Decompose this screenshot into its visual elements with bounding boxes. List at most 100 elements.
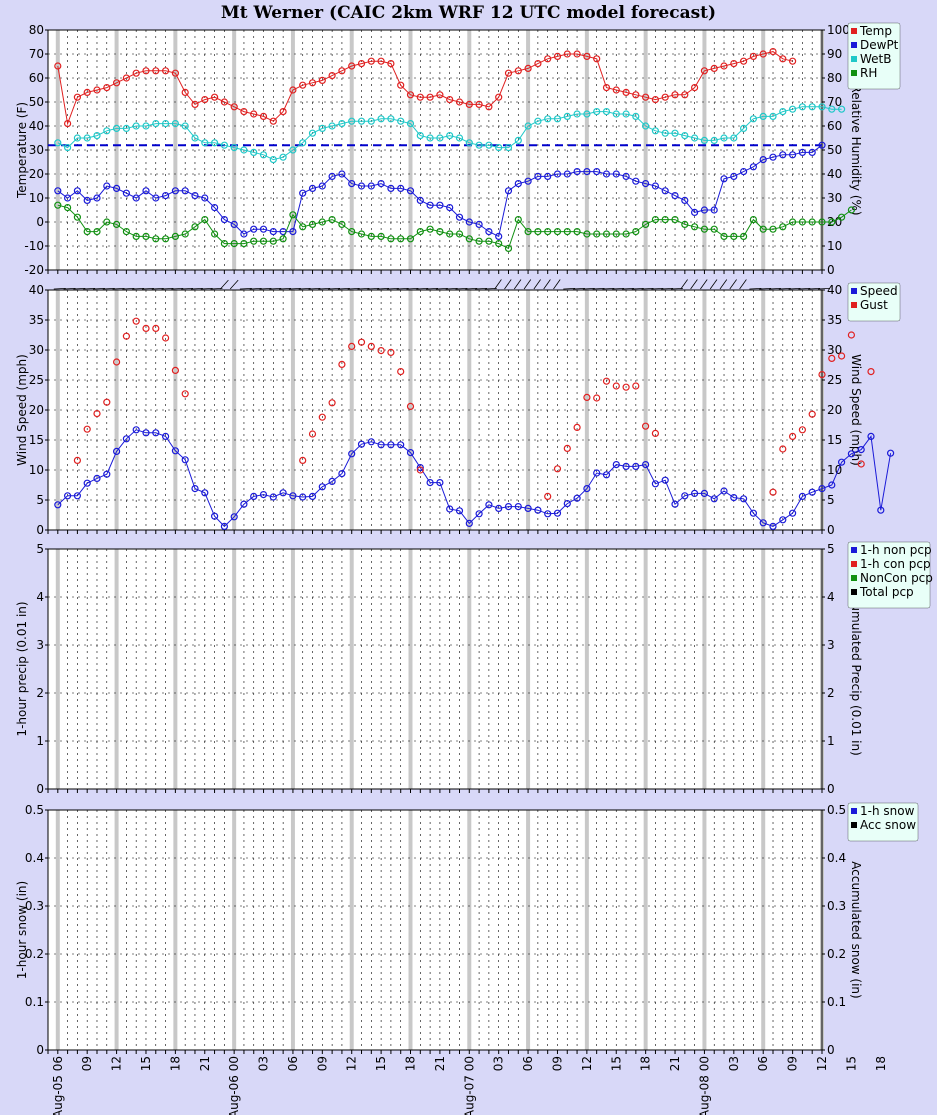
data-point <box>63 144 72 152</box>
data-point <box>847 331 856 339</box>
data-point <box>426 93 434 101</box>
data-point <box>83 425 91 433</box>
wind-arrow <box>719 279 728 290</box>
data-point <box>191 134 199 142</box>
data-point <box>397 235 405 243</box>
y2-tick-label: 80 <box>827 71 842 85</box>
data-point <box>465 235 473 243</box>
legend-swatch <box>851 302 857 308</box>
data-point <box>808 218 816 226</box>
y-tick-label: 0.5 <box>25 803 44 817</box>
data-point <box>828 481 836 489</box>
data-point <box>397 117 405 125</box>
y2-tick-label: 100 <box>827 23 850 37</box>
data-point <box>749 52 758 61</box>
data-point <box>720 232 728 240</box>
data-point <box>436 134 444 142</box>
data-point <box>857 460 865 468</box>
data-point <box>279 107 287 116</box>
data-point <box>651 480 660 488</box>
plot-frame <box>47 29 823 271</box>
data-point <box>514 180 522 188</box>
data-point <box>632 228 640 236</box>
data-point <box>397 441 405 449</box>
data-point <box>534 172 542 180</box>
data-point <box>103 182 111 190</box>
data-point <box>436 228 444 236</box>
data-point <box>377 347 385 355</box>
wind-arrow <box>778 288 791 290</box>
data-point <box>299 456 307 464</box>
wind-arrow <box>563 288 576 290</box>
data-point <box>259 491 268 499</box>
wind-arrow <box>504 279 512 290</box>
data-point <box>573 50 581 58</box>
y-axis-label: Wind Speed (mph) <box>15 354 29 466</box>
data-point <box>211 93 219 101</box>
data-point <box>348 342 356 350</box>
wind-arrow <box>798 288 811 290</box>
data-point <box>328 172 336 180</box>
wind-arrow <box>259 288 272 290</box>
data-point <box>602 83 611 92</box>
data-point <box>544 228 552 236</box>
data-point <box>426 134 434 142</box>
y-tick-label: 10 <box>29 191 44 205</box>
panel-snow: 0 0 0.1 0.1 0.2 0.2 0.3 0.3 0.4 0.4 0.5 0.5 1-hour s… <box>15 802 919 1057</box>
data-point <box>132 317 140 325</box>
legend-box <box>847 22 901 90</box>
data-point <box>299 223 307 231</box>
data-point <box>250 225 258 233</box>
data-point <box>671 216 679 224</box>
data-point <box>103 83 111 92</box>
data-point <box>739 168 748 176</box>
data-point <box>818 485 826 493</box>
wind-arrow <box>377 288 390 290</box>
data-point <box>602 170 611 178</box>
data-point <box>602 107 611 116</box>
y2-tick-label: 0.3 <box>827 899 846 913</box>
data-point <box>877 506 885 514</box>
data-point <box>730 59 738 68</box>
data-point <box>681 492 689 500</box>
data-point <box>700 136 709 144</box>
data-point <box>583 168 591 176</box>
x-tick-label: 03 <box>492 1056 506 1071</box>
legend-swatch <box>851 589 857 595</box>
x-tick-label: 12 <box>815 1056 829 1071</box>
data-point <box>534 59 542 68</box>
y2-tick-label: 40 <box>827 283 842 297</box>
x-tick-label: 21 <box>668 1056 682 1071</box>
data-point <box>191 223 199 231</box>
x-tick-label: 03 <box>257 1056 271 1071</box>
legend-box <box>847 541 931 609</box>
data-point <box>798 218 807 226</box>
data-point <box>769 225 777 233</box>
data-point <box>328 399 336 407</box>
data-point <box>426 479 434 487</box>
data-point <box>553 52 562 61</box>
data-point <box>641 461 650 469</box>
data-point <box>593 168 601 176</box>
data-point <box>710 64 718 73</box>
data-point <box>181 230 189 238</box>
y-axis-label: Temperature (F) <box>15 102 29 199</box>
wind-arrow <box>151 288 164 290</box>
data-point <box>495 93 503 101</box>
x-tick-label: 09 <box>315 1056 329 1071</box>
data-point <box>573 494 581 502</box>
data-point <box>651 127 660 135</box>
data-point <box>769 522 777 531</box>
wind-arrow <box>171 288 184 290</box>
data-point <box>377 441 385 449</box>
y-tick-label: 0.3 <box>25 899 44 913</box>
data-point <box>779 516 787 524</box>
data-point <box>514 136 522 144</box>
legend-label: Acc snow <box>860 818 916 832</box>
wind-arrow <box>612 288 625 290</box>
data-point <box>798 103 807 111</box>
data-point <box>299 81 307 89</box>
data-point <box>201 95 209 104</box>
data-point <box>632 382 640 390</box>
